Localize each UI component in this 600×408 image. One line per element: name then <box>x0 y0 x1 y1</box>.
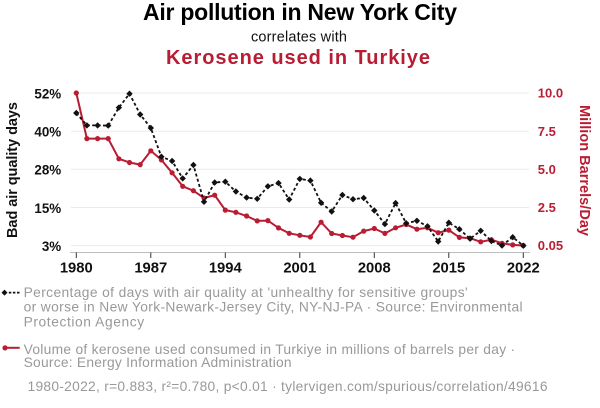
svg-text:Air pollution in New York City: Air pollution in New York City <box>143 0 457 25</box>
svg-text:28%: 28% <box>34 163 61 178</box>
svg-text:7.5: 7.5 <box>538 124 556 139</box>
svg-text:2001: 2001 <box>283 261 316 277</box>
svg-text:Protection Agency: Protection Agency <box>24 314 145 329</box>
svg-text:correlates with: correlates with <box>251 30 347 46</box>
svg-text:1980: 1980 <box>60 261 93 277</box>
svg-text:1980-2022, r=0.883, r²=0.780,: 1980-2022, r=0.883, r²=0.780, p<0.01 · t… <box>28 379 548 394</box>
svg-text:Bad air quality days: Bad air quality days <box>5 102 21 238</box>
svg-text:2.5: 2.5 <box>538 200 556 215</box>
svg-text:Percentage of days with air qu: Percentage of days with air quality at '… <box>24 285 468 300</box>
svg-text:2022: 2022 <box>507 261 540 277</box>
svg-text:Kerosene used in Turkiye: Kerosene used in Turkiye <box>166 47 430 69</box>
svg-text:Volume of kerosene used consum: Volume of kerosene used consumed in Turk… <box>24 342 515 357</box>
svg-text:or worse in New York-Newark-Je: or worse in New York-Newark-Jersey City,… <box>24 299 523 314</box>
svg-text:1994: 1994 <box>209 261 243 277</box>
svg-text:0.05: 0.05 <box>538 238 563 253</box>
svg-text:Source: Energy Information Adm: Source: Energy Information Administratio… <box>24 355 292 370</box>
svg-text:15%: 15% <box>34 201 61 216</box>
svg-text:52%: 52% <box>34 86 61 101</box>
svg-text:Million Barrels/Day: Million Barrels/Day <box>576 105 592 236</box>
svg-text:2008: 2008 <box>358 261 391 277</box>
svg-text:2015: 2015 <box>432 261 465 277</box>
svg-text:5.0: 5.0 <box>538 162 556 177</box>
svg-text:1987: 1987 <box>134 261 167 277</box>
svg-text:10.0: 10.0 <box>538 86 563 101</box>
svg-text:3%: 3% <box>42 239 61 254</box>
svg-text:40%: 40% <box>34 125 61 140</box>
